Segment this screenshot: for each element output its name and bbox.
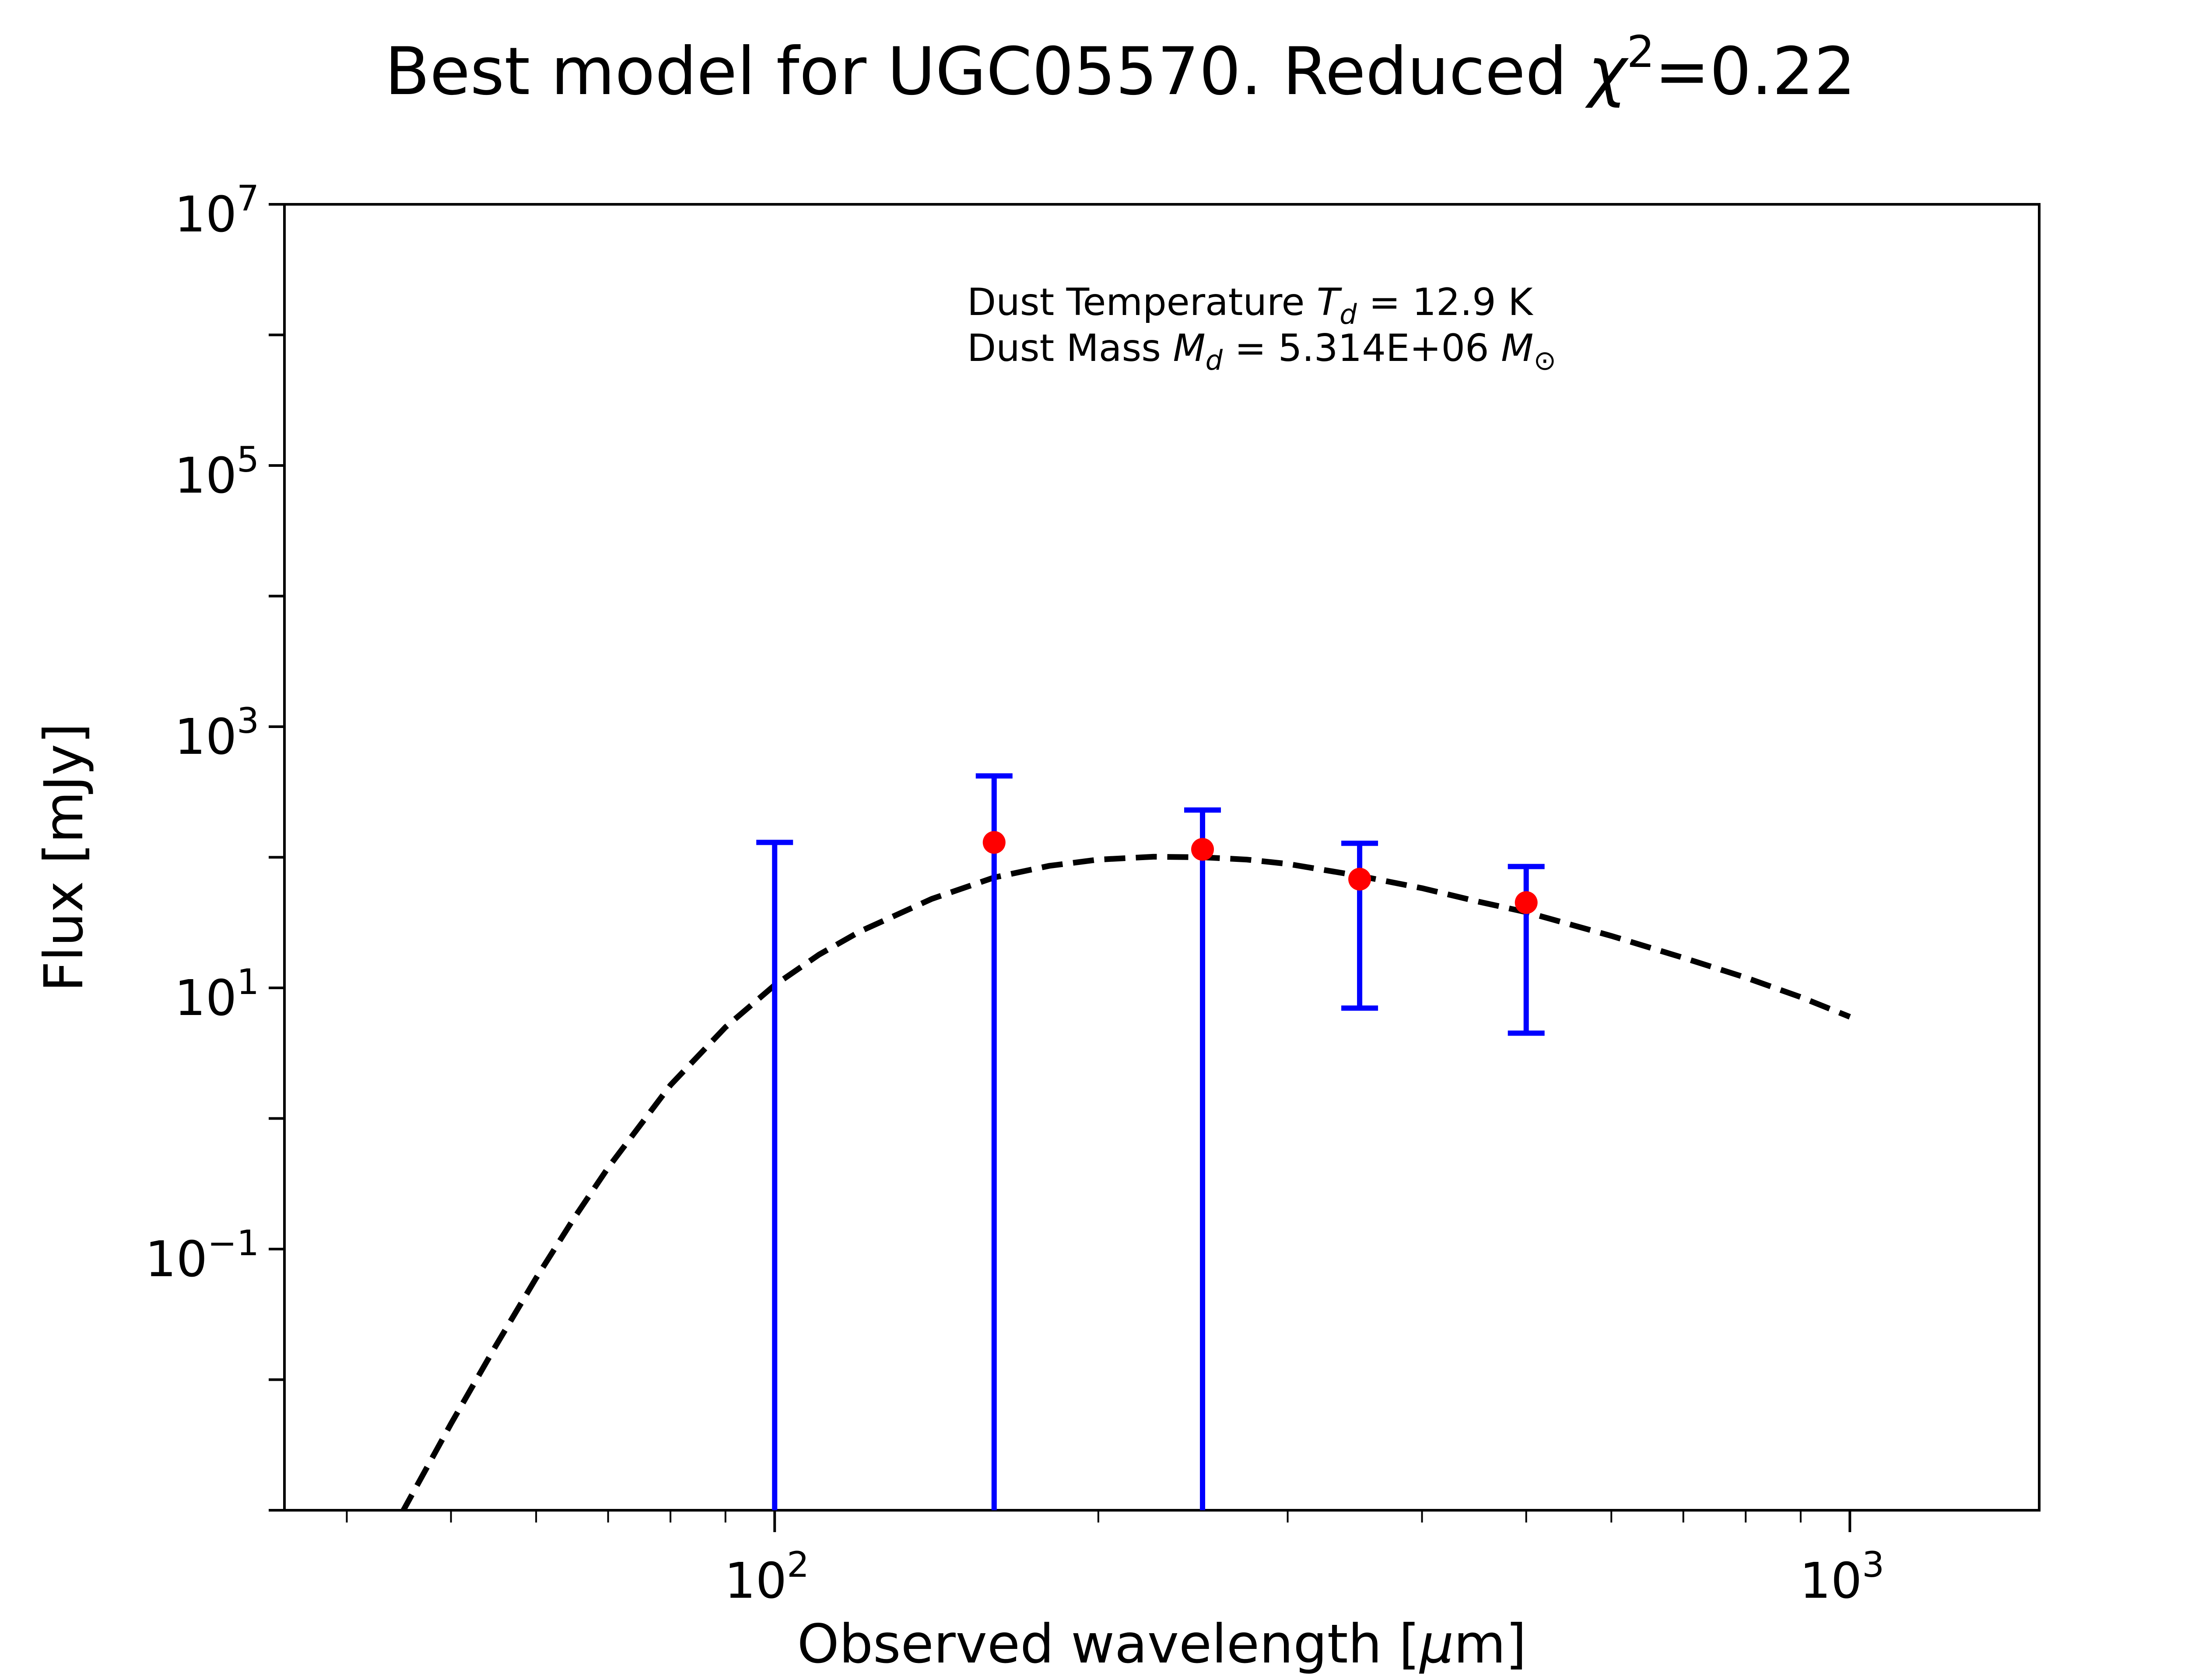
- errorbar-2: [975, 773, 1013, 1510]
- solar-mass-subscript: ⊙: [1533, 344, 1556, 376]
- dust-temperature-subscript: d: [1339, 298, 1357, 330]
- y-tick-label: 107: [175, 178, 259, 243]
- x-axis-ticks: 102 103: [346, 1510, 1884, 1610]
- chart-title-suffix: =0.22: [1655, 34, 1856, 110]
- x-axis-label: Observed wavelength [μm]: [797, 1613, 1527, 1675]
- dust-temperature-annotation: Dust Temperature Td = 12.9 K: [967, 280, 1534, 330]
- dust-mass-symbol: M: [1173, 326, 1205, 370]
- chart-title: Best model for UGC05570. Reduced χ2=0.22: [385, 26, 1856, 110]
- plot-area: [283, 203, 2041, 1512]
- errorbar-3: [1184, 807, 1221, 1510]
- y-tick-label: 105: [175, 439, 259, 504]
- dust-mass-annotation: Dust Mass Md = 5.314E+06 M⊙: [967, 326, 1556, 376]
- data-point-layer: [982, 831, 1538, 914]
- y-tick-label: 103: [175, 700, 259, 766]
- x-axis-label-mu: μ: [1419, 1613, 1454, 1675]
- solar-mass-symbol: M: [1501, 326, 1533, 370]
- y-axis-ticks: 10−1 101 103 105 107: [145, 178, 284, 1512]
- data-point-3: [1191, 838, 1214, 861]
- data-point-5: [1515, 891, 1538, 914]
- data-point-4: [1348, 868, 1371, 891]
- chart-title-superscript: 2: [1627, 26, 1655, 77]
- chart-title-chi: χ: [1585, 34, 1629, 110]
- y-tick-label: 101: [175, 962, 259, 1027]
- errorbar-layer: [756, 773, 1545, 1510]
- y-tick-label: 10−1: [145, 1223, 259, 1288]
- y-axis-label: Flux [mJy]: [33, 723, 95, 992]
- x-tick-label: 102: [725, 1544, 809, 1610]
- x-tick-label: 103: [1800, 1544, 1884, 1610]
- dust-mass-subscript: d: [1206, 344, 1223, 376]
- dust-mass-prefix: Dust Mass: [967, 326, 1173, 370]
- model-curve-layer: [400, 854, 1851, 1510]
- chart-title-prefix: Best model for UGC05570. Reduced: [385, 34, 1588, 110]
- dust-temperature-symbol: T: [1317, 280, 1343, 324]
- model-curve: [400, 854, 1851, 1510]
- data-point-2: [982, 831, 1006, 854]
- errorbar-1: [756, 840, 793, 1510]
- dust-temperature-value: = 12.9 K: [1357, 280, 1534, 324]
- dust-mass-value: = 5.314E+06: [1223, 326, 1501, 370]
- dust-temperature-prefix: Dust Temperature: [967, 280, 1317, 324]
- x-axis-label-text: Observed wavelength [: [797, 1613, 1420, 1675]
- x-axis-label-unit: m]: [1454, 1613, 1526, 1675]
